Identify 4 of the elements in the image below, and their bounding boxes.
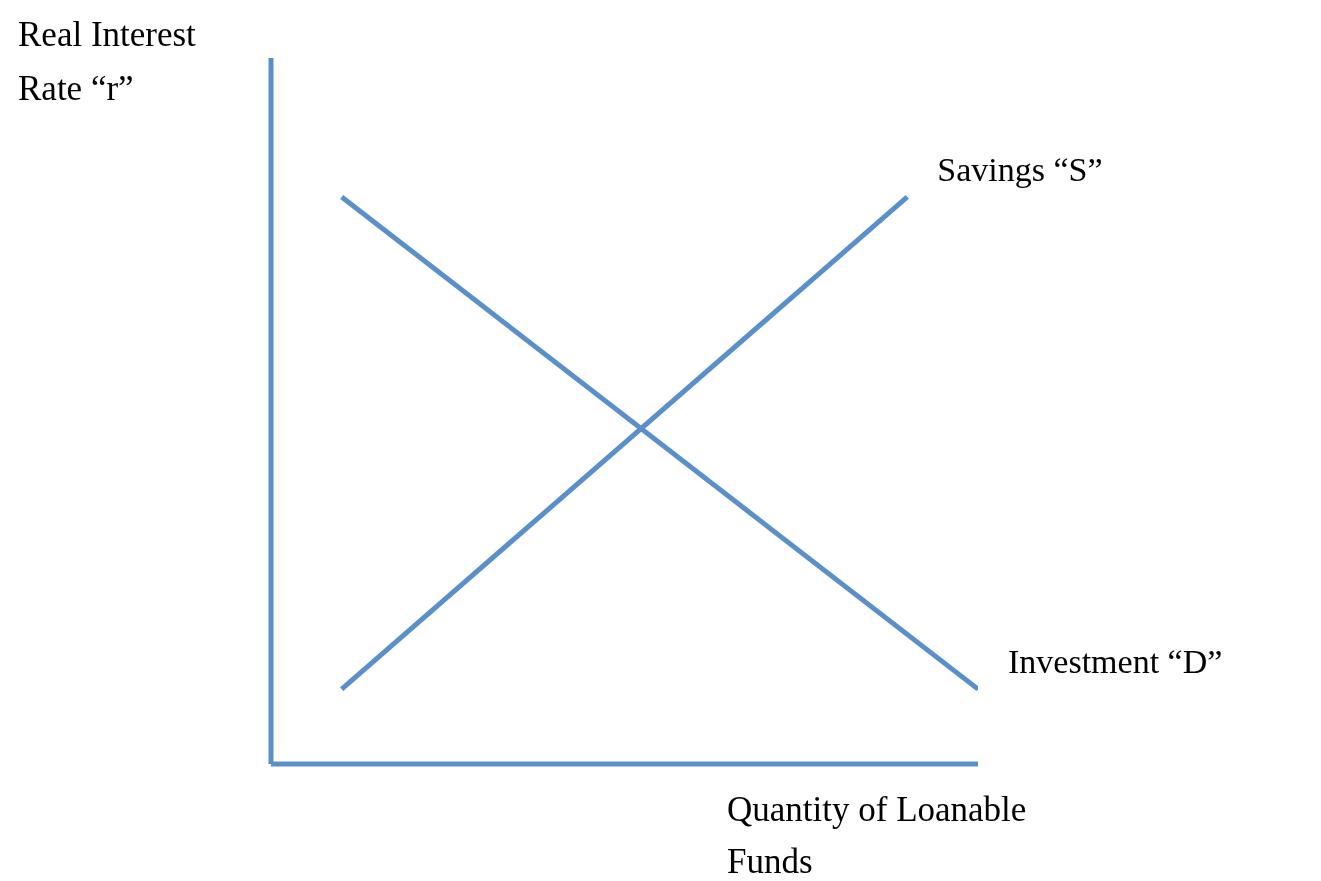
- y-axis-title: Real Interest Rate “r”: [18, 14, 197, 110]
- series-label: Savings “S”: [937, 150, 1103, 188]
- series-label: Investment “D”: [1008, 643, 1223, 681]
- x-axis-title: Quantity of Loanable Funds: [727, 789, 1027, 881]
